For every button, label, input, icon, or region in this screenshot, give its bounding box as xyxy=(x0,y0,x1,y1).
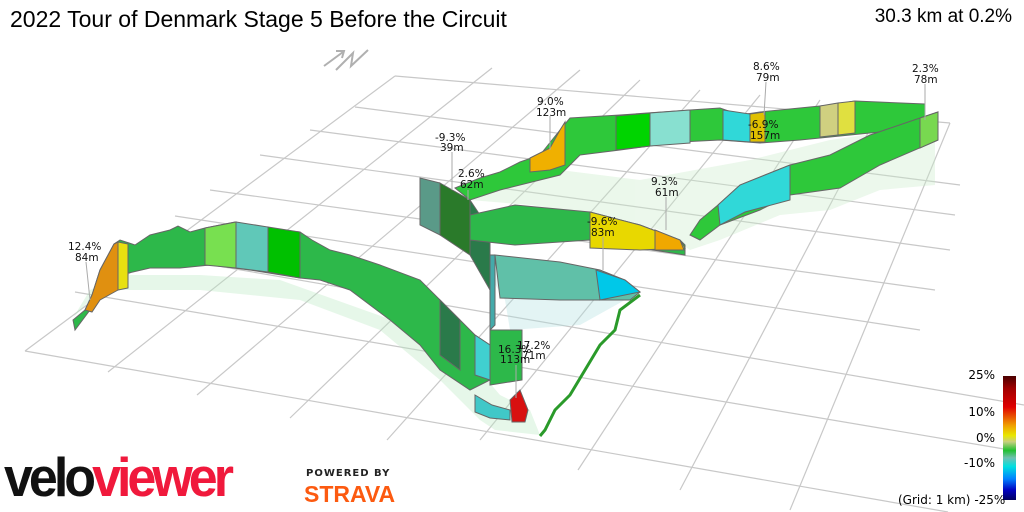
page-title: 2022 Tour of Denmark Stage 5 Before the … xyxy=(10,6,507,32)
annotation-gradient: -6.9% xyxy=(748,119,778,131)
annotation-gradient: -9.6% xyxy=(587,216,617,228)
annotation-elevation: 84m xyxy=(75,252,99,264)
annotation-gradient: 2.6% xyxy=(458,168,485,180)
strava-logo: STRAVA xyxy=(304,481,396,507)
gradient-annotations: 12.4% 84m -9.3% 39m 2.6% 62m 9.0% 123m 8… xyxy=(68,61,939,366)
annotation-gradient: -9.3% xyxy=(435,132,465,144)
legend-tick: 10% xyxy=(968,405,995,419)
gradient-color-bar xyxy=(1003,376,1016,500)
annotation-gradient: 17.2% xyxy=(517,340,550,352)
annotation-gradient: 16.3% xyxy=(498,344,531,356)
annotation-elevation: 62m xyxy=(460,179,484,191)
annotation-gradient: 2.3% xyxy=(912,63,939,75)
annotation-elevation: 78m xyxy=(914,74,938,86)
annotation-gradient: 9.0% xyxy=(537,96,564,108)
annotation-elevation: 113m xyxy=(500,354,530,366)
powered-by-label: POWERED BY xyxy=(306,468,391,479)
annotation-elevation: 83m xyxy=(591,227,615,239)
legend-tick: -25% xyxy=(974,493,1006,507)
legend-tick: 25% xyxy=(968,368,995,382)
annotation-elevation: 123m xyxy=(536,107,566,119)
veloviewer-logo: veloviewer xyxy=(4,447,234,509)
legend-tick: -10% xyxy=(963,456,995,470)
annotation-leaders xyxy=(85,81,926,398)
annotation-gradient: 9.3% xyxy=(651,176,678,188)
legend-tick: 0% xyxy=(975,431,995,445)
grid-scale-label: (Grid: 1 km) xyxy=(898,493,971,507)
route-summary: 30.3 km at 0.2% xyxy=(874,6,1012,27)
annotation-elevation: 61m xyxy=(655,187,679,199)
annotation-elevation: 79m xyxy=(756,72,780,84)
annotation-gradient: 8.6% xyxy=(753,61,780,73)
grid-note: (Grid: 1 km) -25% xyxy=(898,493,1005,507)
logo-velo: velo xyxy=(4,447,96,509)
annotation-elevation: 157m xyxy=(750,130,780,142)
annotation-elevation: 39m xyxy=(440,142,464,154)
annotation-elevation: 71m xyxy=(522,350,546,362)
annotation-gradient: 12.4% xyxy=(68,241,101,253)
logo-viewer: viewer xyxy=(92,447,234,509)
north-arrow-icon xyxy=(323,49,369,71)
